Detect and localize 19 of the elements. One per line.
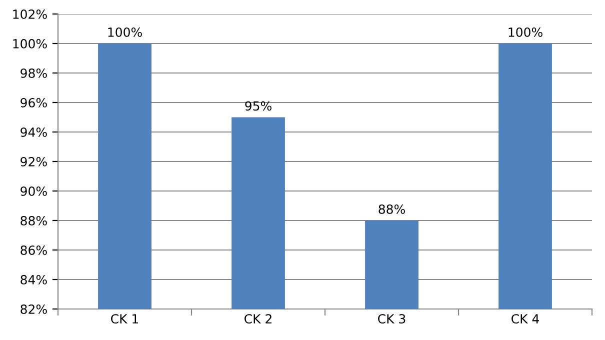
y-tick-label: 88%: [20, 216, 47, 226]
data-label: 100%: [108, 27, 142, 37]
data-label: 100%: [508, 27, 542, 37]
x-tick-label: CK 1: [111, 314, 138, 324]
y-tick-label: 102%: [13, 9, 47, 19]
x-tick-label: CK 3: [378, 314, 406, 324]
y-tick-label: 98%: [20, 68, 47, 78]
y-tick-label: 94%: [20, 127, 47, 137]
data-label: 95%: [245, 101, 272, 111]
y-tick-label: 92%: [20, 156, 47, 166]
data-label: 88%: [378, 204, 405, 214]
y-tick-label: 82%: [20, 304, 47, 314]
y-tick-label: 90%: [20, 186, 47, 196]
x-tick-label: CK 2: [244, 314, 272, 324]
y-tick-label: 96%: [20, 98, 47, 108]
y-tick-label: 84%: [20, 274, 47, 284]
y-tick-label: 86%: [20, 245, 47, 255]
x-tick-label: CK 4: [512, 314, 539, 324]
y-tick-label: 100%: [13, 38, 47, 48]
